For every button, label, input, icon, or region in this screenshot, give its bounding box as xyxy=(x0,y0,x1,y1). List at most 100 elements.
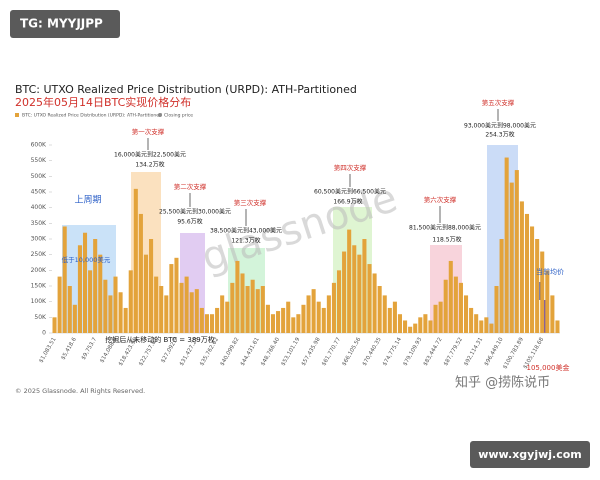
bar xyxy=(133,188,138,333)
bar xyxy=(286,301,291,333)
bar xyxy=(509,182,514,333)
y-tick-label: 500K xyxy=(31,173,47,180)
legend-label: Closing price xyxy=(164,113,193,119)
y-tick-label: 350K xyxy=(31,220,47,227)
bar xyxy=(240,273,245,333)
bar xyxy=(62,226,67,333)
bar xyxy=(443,279,448,333)
bar xyxy=(463,295,469,333)
bar xyxy=(276,311,281,333)
bar xyxy=(362,239,367,333)
bar xyxy=(448,260,453,333)
bar xyxy=(311,289,316,333)
bar xyxy=(194,289,199,333)
bar xyxy=(189,292,194,333)
bar xyxy=(260,286,265,333)
bar xyxy=(438,301,443,333)
annotation: 16,000美元到22,500美元 xyxy=(114,151,186,159)
bar xyxy=(159,286,164,333)
annotation: 118.5万枚 xyxy=(432,236,461,244)
bar xyxy=(52,317,57,333)
bar xyxy=(458,282,463,333)
bar xyxy=(530,226,535,333)
bar xyxy=(255,289,260,333)
bar xyxy=(301,304,306,333)
bar xyxy=(403,320,408,333)
bar xyxy=(149,239,154,333)
bar xyxy=(220,295,225,333)
bar xyxy=(408,326,413,333)
y-tick-label: 400K xyxy=(31,204,47,211)
footer-badge: www.xgyjwj.com xyxy=(478,448,582,461)
bar xyxy=(291,317,296,333)
bar xyxy=(550,295,555,333)
y-tick-label: 150K xyxy=(31,283,47,290)
bar xyxy=(397,314,403,333)
y-tick-label: 200K xyxy=(31,267,47,274)
annotation: 当前均价 xyxy=(536,267,564,276)
bar xyxy=(82,232,88,333)
bar xyxy=(270,314,276,333)
bar xyxy=(545,270,550,333)
bar xyxy=(555,320,560,333)
annotation: 第四次支撑 xyxy=(334,163,367,172)
annotation: 254.3万枚 xyxy=(485,131,514,139)
bar xyxy=(169,264,174,333)
annotation: 121.3万枚 xyxy=(231,237,260,245)
copyright: © 2025 Glassnode. All Rights Reserved. xyxy=(15,387,145,395)
y-tick-label: 250K xyxy=(31,251,47,258)
bar xyxy=(225,301,230,333)
bar xyxy=(377,286,382,333)
bar xyxy=(245,286,250,333)
bar xyxy=(433,304,438,333)
bar xyxy=(524,213,530,333)
y-tick-label: 0 xyxy=(42,330,46,337)
bar xyxy=(418,317,423,333)
bar xyxy=(342,251,347,333)
bar xyxy=(281,307,286,333)
bar xyxy=(174,257,179,333)
bar xyxy=(72,304,77,333)
annotation: 第二次支撑 xyxy=(174,182,207,191)
bar xyxy=(57,276,62,333)
bar xyxy=(474,314,479,333)
bar xyxy=(143,254,149,333)
legend-swatch xyxy=(158,113,162,117)
annotation: 93,000美元到98,000美元 xyxy=(464,122,536,130)
annotation: 上周期 xyxy=(74,195,101,206)
bar xyxy=(316,301,321,333)
bar xyxy=(326,295,331,333)
bar xyxy=(453,276,458,333)
bar xyxy=(367,264,372,333)
bar xyxy=(392,301,397,333)
annotation: 60,500美元到66,500美元 xyxy=(314,188,386,196)
bar xyxy=(93,239,98,333)
annotation: 第六次支撑 xyxy=(424,195,457,204)
y-tick-label: 300K xyxy=(31,236,47,243)
bar xyxy=(265,304,270,333)
header-badge-box xyxy=(10,10,120,38)
legend-swatch xyxy=(15,113,19,117)
bar xyxy=(108,295,113,333)
bar xyxy=(372,273,377,333)
header-badge: TG: MYYJJPP xyxy=(20,17,103,31)
bar xyxy=(204,314,209,333)
bar xyxy=(423,314,428,333)
bar xyxy=(519,201,524,333)
annotation: 81,500美元到88,000美元 xyxy=(409,224,481,232)
bar xyxy=(479,320,484,333)
bar xyxy=(489,323,494,333)
bar xyxy=(504,157,509,333)
annotation: 134.2万枚 xyxy=(135,161,164,169)
annotation: 低于10,000美元 xyxy=(62,255,111,264)
bar xyxy=(154,276,159,333)
bar xyxy=(164,295,169,333)
bar xyxy=(428,320,433,333)
annotation: 105,000美金 xyxy=(527,363,570,372)
bar xyxy=(413,323,418,333)
bar xyxy=(514,170,519,333)
bar xyxy=(88,270,93,333)
bar xyxy=(347,229,352,333)
bar xyxy=(321,307,326,333)
